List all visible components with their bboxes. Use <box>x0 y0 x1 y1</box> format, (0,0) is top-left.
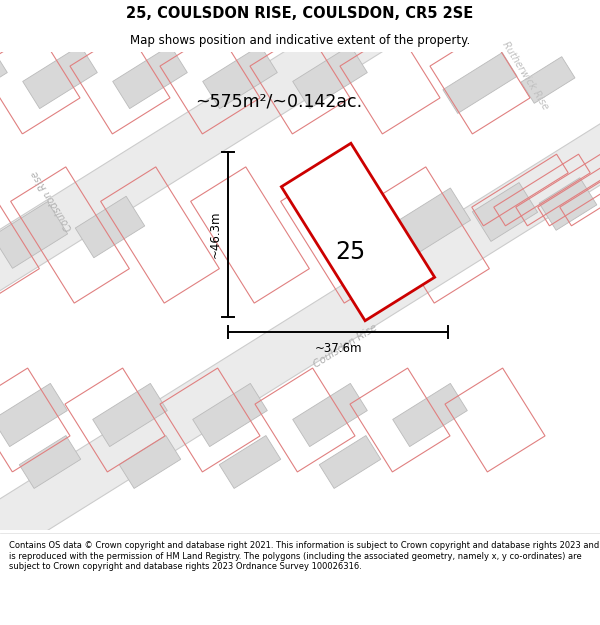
Polygon shape <box>0 46 7 109</box>
Text: ~46.3m: ~46.3m <box>209 211 221 258</box>
Polygon shape <box>203 46 277 109</box>
Polygon shape <box>193 383 268 447</box>
Polygon shape <box>281 143 434 321</box>
Text: ~575m²/~0.142ac.: ~575m²/~0.142ac. <box>195 93 362 111</box>
Polygon shape <box>19 436 81 489</box>
Polygon shape <box>539 177 597 230</box>
Polygon shape <box>0 81 600 602</box>
Polygon shape <box>521 57 575 103</box>
Polygon shape <box>219 436 281 489</box>
Polygon shape <box>75 196 145 258</box>
Polygon shape <box>392 383 467 447</box>
Polygon shape <box>400 188 470 252</box>
Text: 25: 25 <box>335 240 365 264</box>
Polygon shape <box>293 46 367 109</box>
Text: Rutherwick Rise: Rutherwick Rise <box>500 40 550 112</box>
Polygon shape <box>293 383 367 447</box>
Polygon shape <box>92 383 167 447</box>
Text: Coulsdon Rise: Coulsdon Rise <box>29 168 74 232</box>
Polygon shape <box>23 46 97 109</box>
Text: ~37.6m: ~37.6m <box>314 342 362 356</box>
Polygon shape <box>0 0 574 382</box>
Polygon shape <box>119 436 181 489</box>
Text: Map shows position and indicative extent of the property.: Map shows position and indicative extent… <box>130 34 470 47</box>
Polygon shape <box>319 436 381 489</box>
Text: 25, COULSDON RISE, COULSDON, CR5 2SE: 25, COULSDON RISE, COULSDON, CR5 2SE <box>127 6 473 21</box>
Polygon shape <box>472 182 538 241</box>
Polygon shape <box>0 383 67 447</box>
Polygon shape <box>443 52 517 113</box>
Text: Coulsdon Rise: Coulsdon Rise <box>311 322 379 369</box>
Polygon shape <box>113 46 187 109</box>
Text: Contains OS data © Crown copyright and database right 2021. This information is : Contains OS data © Crown copyright and d… <box>9 541 599 571</box>
Polygon shape <box>0 202 68 268</box>
